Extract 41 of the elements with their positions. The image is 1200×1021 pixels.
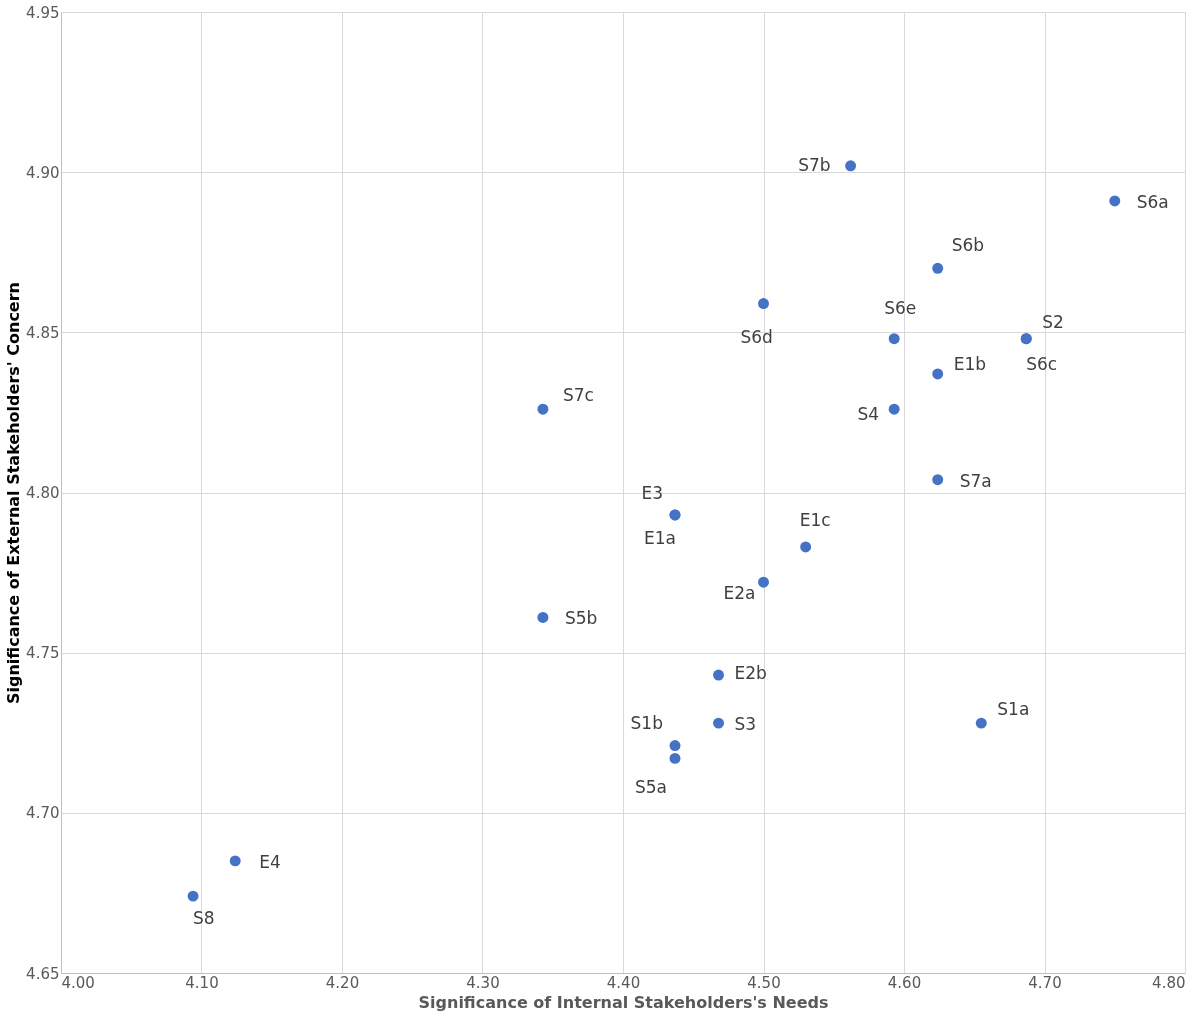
x-tick-label: 4.10 <box>185 973 219 992</box>
annotation: S2 <box>1042 311 1064 332</box>
annotation: S7c <box>562 385 594 406</box>
x-tick-label: 4.70 <box>1028 973 1062 992</box>
annotation: S6b <box>951 235 985 256</box>
y-tick-label: 4.70 <box>26 804 60 823</box>
annotation: S5b <box>564 608 598 629</box>
annotation: E1b <box>953 353 987 374</box>
annotation: S1a <box>997 699 1030 720</box>
annotation: S7a <box>959 470 992 491</box>
annotation: E2b <box>734 663 767 684</box>
annotation: E1a <box>643 527 676 548</box>
annotation: S8 <box>193 908 215 929</box>
annotation: S6e <box>884 297 917 318</box>
x-tick-label: 4.20 <box>325 973 360 992</box>
annotation: S3 <box>734 714 757 735</box>
annotation: E4 <box>259 851 281 872</box>
x-tick-label: 4.00 <box>61 973 95 992</box>
annotation: S4 <box>857 404 880 425</box>
y-tick-label: 4.95 <box>26 3 60 22</box>
annotation: S6c <box>1026 353 1058 374</box>
annotation: S7b <box>798 154 831 175</box>
annotation: S6a <box>1136 192 1169 212</box>
x-tick-label: 4.30 <box>466 973 500 992</box>
annotation: E1c <box>799 509 831 530</box>
x-tick-label: 4.40 <box>606 973 641 992</box>
annotation: E2a <box>723 583 756 604</box>
x-tick-label: 4.60 <box>887 973 922 992</box>
y-tick-label: 4.65 <box>26 964 60 983</box>
annotation: E3 <box>641 482 663 503</box>
y-tick-label: 4.75 <box>26 644 60 663</box>
x-tick-label: 4.50 <box>747 973 781 992</box>
annotation: S6d <box>740 326 773 347</box>
y-tick-label: 4.90 <box>26 163 60 182</box>
y-axis-title: Significance of External Stakeholders' Concern <box>4 281 24 705</box>
x-tick-label: 4.80 <box>1152 973 1186 992</box>
x-axis-title: Significance of Internal Stakeholders's Needs <box>418 992 829 1012</box>
y-tick-label: 4.85 <box>26 323 60 342</box>
annotation: S5a <box>634 777 668 798</box>
y-tick-label: 4.80 <box>26 484 60 502</box>
annotation: S1b <box>630 712 663 733</box>
